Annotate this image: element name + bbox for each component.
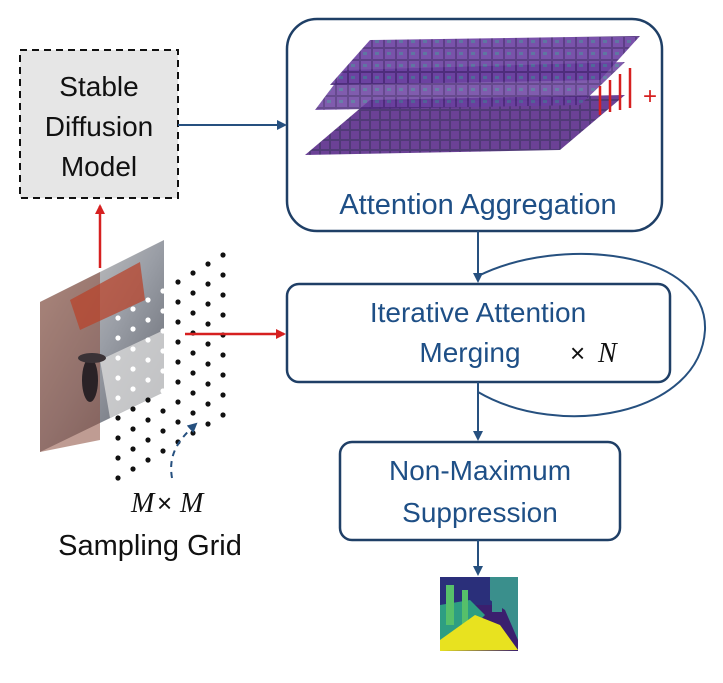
grid-dot (145, 397, 151, 403)
grid-dot (130, 306, 136, 312)
grid-dot (190, 390, 196, 396)
grid-dot (130, 386, 136, 392)
sd-model-line-1: Stable (59, 71, 138, 102)
input-image (40, 240, 164, 452)
times-symbol: × (570, 338, 585, 368)
grid-dot (130, 426, 136, 432)
sampling-grid-dots (115, 252, 226, 481)
grid-dot (205, 281, 211, 287)
grid-size-times: × (157, 488, 172, 518)
grid-dot (175, 299, 181, 305)
grid-dot (130, 446, 136, 452)
sd-model-line-3: Model (61, 151, 137, 182)
grid-dot (205, 341, 211, 347)
grid-dot (160, 348, 166, 354)
iterative-merging-box: Iterative Attention Merging × N (285, 282, 672, 384)
grid-dot (175, 339, 181, 345)
aggregation-lines (598, 68, 632, 115)
grid-dot (160, 448, 166, 454)
grid-dot (190, 430, 196, 436)
grid-dot (220, 412, 226, 418)
grid-dot (190, 310, 196, 316)
grid-dot (205, 361, 211, 367)
sd-model-line-2: Diffusion (45, 111, 153, 142)
grid-dot (130, 466, 136, 472)
plus-symbol: + (643, 83, 657, 110)
grid-dot (115, 435, 121, 441)
grid-dot (115, 415, 121, 421)
grid-dot (115, 355, 121, 361)
grid-dot (205, 421, 211, 427)
grid-dot (190, 370, 196, 376)
grid-dot (130, 326, 136, 332)
grid-dot (160, 368, 166, 374)
grid-dot (145, 297, 151, 303)
grid-dot (130, 406, 136, 412)
grid-dot (220, 292, 226, 298)
grid-dot (175, 319, 181, 325)
grid-dot (220, 312, 226, 318)
grid-dot (115, 335, 121, 341)
grid-dot (205, 261, 211, 267)
grid-dot (205, 381, 211, 387)
grid-dot (175, 419, 181, 425)
grid-dot (145, 357, 151, 363)
grid-dot (160, 288, 166, 294)
sampling-grid-pointer (170, 422, 198, 479)
grid-dot (160, 408, 166, 414)
grid-dot (220, 392, 226, 398)
iterative-merging-line-1: Iterative Attention (370, 297, 586, 328)
grid-dot (145, 437, 151, 443)
grid-dot (205, 301, 211, 307)
grid-dot (205, 321, 211, 327)
grid-size-m2: M (179, 488, 205, 519)
iteration-loop-arrow (477, 253, 707, 418)
attention-aggregation-box: + Attention Aggregation (285, 17, 664, 233)
iteration-count-n: N (597, 338, 618, 369)
grid-dot (130, 366, 136, 372)
grid-dot (115, 455, 121, 461)
grid-dot (115, 395, 121, 401)
grid-dot (160, 328, 166, 334)
stable-diffusion-model-box: Stable Diffusion Model (19, 49, 179, 199)
grid-dot (130, 346, 136, 352)
nms-line-2: Suppression (402, 497, 558, 528)
grid-dot (220, 372, 226, 378)
grid-dot (190, 410, 196, 416)
grid-dot (145, 417, 151, 423)
grid-size-m1: M (130, 488, 156, 519)
grid-dot (115, 315, 121, 321)
grid-dot (175, 399, 181, 405)
sampling-grid-caption: Sampling Grid (58, 530, 242, 562)
grid-dot (190, 350, 196, 356)
attention-maps-illustration: + (305, 36, 657, 155)
iterative-merging-line-2: Merging (419, 337, 520, 368)
grid-dot (175, 379, 181, 385)
grid-dot (190, 270, 196, 276)
grid-dot (205, 401, 211, 407)
grid-dot (145, 317, 151, 323)
grid-dot (160, 308, 166, 314)
grid-dot (220, 352, 226, 358)
segmentation-output-image (440, 577, 518, 651)
grid-dot (220, 252, 226, 258)
grid-dot (145, 457, 151, 463)
grid-dot (160, 428, 166, 434)
nms-box: Non-Maximum Suppression (338, 440, 622, 542)
grid-dot (175, 279, 181, 285)
sampling-grid-label: M × M Sampling Grid (58, 488, 242, 562)
grid-dot (175, 359, 181, 365)
grid-dot (145, 337, 151, 343)
nms-line-1: Non-Maximum (389, 455, 571, 486)
grid-dot (160, 388, 166, 394)
grid-dot (220, 272, 226, 278)
grid-dot (115, 375, 121, 381)
grid-dot (145, 377, 151, 383)
attention-aggregation-label: Attention Aggregation (339, 189, 616, 221)
grid-dot (190, 290, 196, 296)
grid-dot (115, 475, 121, 481)
